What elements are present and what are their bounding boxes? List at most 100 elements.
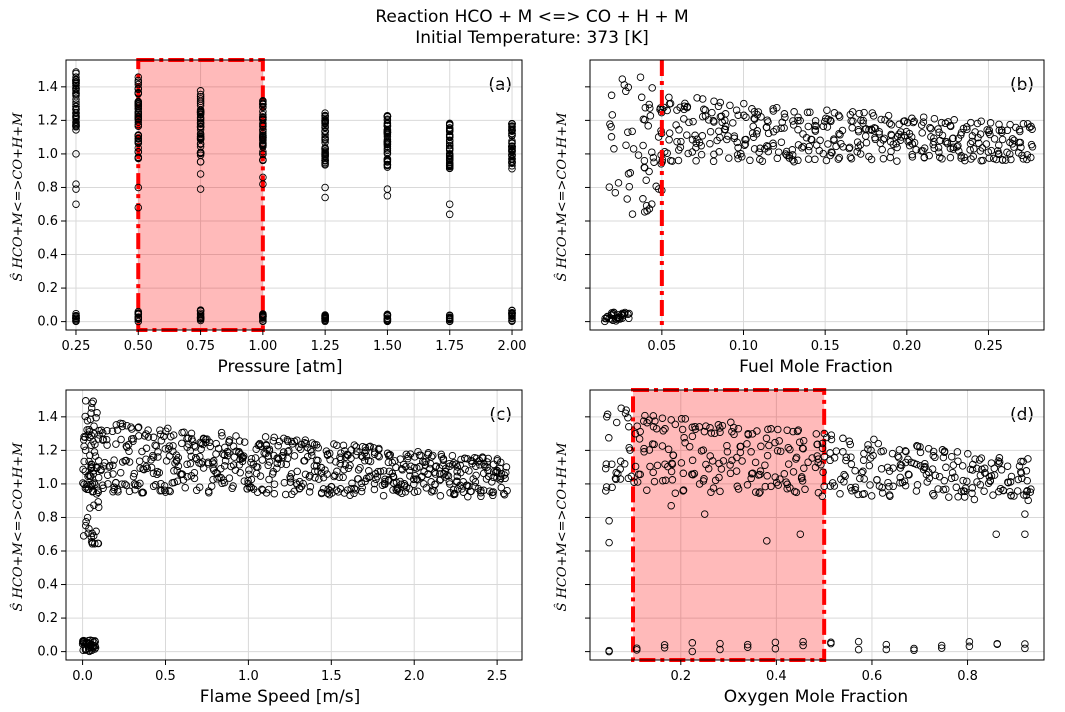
data-point	[910, 459, 918, 468]
data-point	[677, 459, 686, 467]
data-point	[845, 437, 854, 446]
data-point	[79, 465, 87, 474]
data-point	[645, 446, 654, 454]
data-point	[811, 155, 819, 164]
data-point	[948, 134, 957, 143]
data-point	[72, 95, 80, 103]
data-point	[688, 470, 696, 479]
data-point	[700, 427, 709, 436]
data-point	[799, 130, 807, 138]
data-point	[883, 463, 892, 472]
data-point	[794, 426, 803, 434]
data-point	[716, 639, 724, 648]
data-point	[431, 480, 439, 488]
data-point	[81, 521, 90, 530]
data-point	[1006, 487, 1014, 496]
data-point	[707, 488, 715, 496]
x-tick-label: 2.5	[487, 669, 508, 684]
data-point	[976, 147, 985, 155]
data-point	[826, 456, 834, 465]
data-point	[693, 94, 701, 102]
data-point	[947, 474, 956, 483]
data-point	[375, 445, 383, 454]
data-point	[187, 429, 196, 438]
data-point	[441, 473, 449, 481]
data-point	[103, 426, 111, 435]
data-point	[102, 435, 111, 444]
data-point	[139, 488, 148, 497]
data-point	[710, 429, 719, 438]
data-point	[733, 453, 741, 462]
data-point	[81, 446, 90, 455]
data-point	[684, 149, 692, 158]
data-point	[708, 108, 716, 117]
data-point	[716, 487, 724, 496]
data-point	[1017, 469, 1026, 477]
data-point	[886, 137, 895, 146]
data-point	[812, 430, 821, 438]
data-point	[445, 144, 454, 152]
data-point	[225, 437, 233, 446]
data-point	[909, 118, 918, 127]
data-point	[508, 126, 516, 134]
data-point	[449, 486, 458, 494]
data-point	[893, 143, 901, 152]
data-point	[221, 443, 229, 452]
data-point	[653, 461, 662, 470]
data-point	[953, 143, 961, 151]
data-point	[740, 111, 748, 120]
data-point	[808, 454, 816, 462]
data-point	[954, 457, 962, 465]
data-point	[98, 429, 107, 437]
data-point	[149, 482, 158, 491]
data-point	[439, 456, 448, 464]
data-point	[170, 467, 178, 475]
data-point	[332, 486, 341, 494]
axes-frame	[65, 59, 523, 331]
data-point	[87, 409, 95, 417]
data-point	[659, 427, 667, 435]
data-point	[969, 152, 978, 161]
data-point	[709, 157, 718, 166]
data-point	[220, 478, 229, 487]
data-point	[1007, 155, 1015, 164]
data-point	[919, 113, 928, 121]
data-point	[445, 150, 454, 158]
data-point	[496, 476, 504, 484]
data-point	[859, 116, 867, 125]
data-point	[358, 483, 366, 492]
data-point	[980, 487, 988, 495]
data-point	[811, 125, 819, 134]
data-point	[862, 125, 870, 133]
data-point	[196, 314, 205, 323]
data-point	[789, 427, 797, 436]
data-point	[640, 448, 648, 456]
data-point	[795, 438, 804, 446]
data-point	[90, 501, 98, 509]
data-point	[305, 488, 314, 496]
data-point	[83, 416, 92, 425]
data-point	[896, 464, 905, 472]
data-point	[396, 455, 405, 463]
data-point	[832, 447, 841, 455]
data-point	[308, 451, 316, 460]
data-point	[946, 121, 955, 130]
data-point	[968, 132, 977, 140]
data-point	[431, 463, 440, 471]
data-point	[853, 148, 861, 156]
data-point	[738, 457, 746, 465]
data-point	[688, 647, 697, 656]
data-point	[229, 482, 237, 490]
data-point	[675, 126, 683, 134]
data-point	[103, 441, 111, 449]
data-point	[799, 142, 808, 151]
data-point	[259, 312, 267, 320]
data-point	[633, 478, 642, 486]
data-point	[321, 111, 329, 120]
data-point	[989, 491, 997, 499]
data-point	[436, 492, 445, 500]
data-point	[313, 462, 321, 470]
data-point	[902, 447, 910, 456]
panel-a-ylabel: Ŝ HCO+M<=>CO+H+M	[9, 112, 26, 282]
data-point	[142, 462, 151, 471]
